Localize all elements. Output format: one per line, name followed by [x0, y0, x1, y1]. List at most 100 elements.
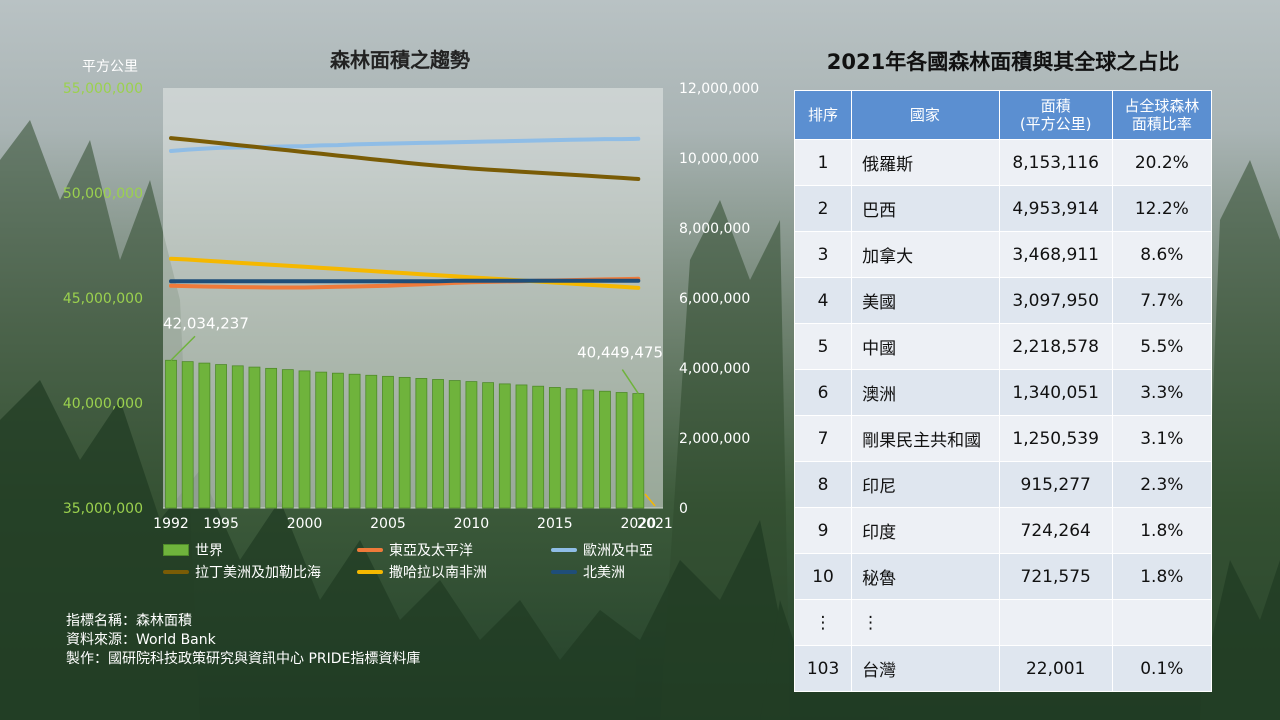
legend-label: 拉丁美洲及加勒比海 — [195, 565, 321, 581]
bar-world — [265, 367, 278, 509]
header-area-line2: (平方公里) — [1019, 115, 1092, 133]
x-axis-tick-label: 2015 — [537, 516, 573, 532]
bar-world — [599, 390, 611, 509]
cell-share: 7.7% — [1111, 277, 1213, 324]
cell-country: 巴西 — [851, 185, 1000, 232]
legend-item-world: 世界 — [163, 540, 223, 560]
cell-rank: 3 — [793, 231, 853, 278]
x-axis-tick-label: 2010 — [454, 516, 490, 532]
table-row: 10 秘魯 721,575 1.8% — [793, 553, 1213, 600]
right-axis-tick-label: 2,000,000 — [679, 431, 750, 447]
cell-country: 澳洲 — [851, 369, 1000, 416]
cell-share: 0.1% — [1111, 645, 1213, 692]
cell-rank: 1 — [793, 139, 853, 186]
bar-world — [215, 364, 227, 509]
table-row: 3 加拿大 3,468,911 8.6% — [793, 231, 1213, 278]
data-source: 資料來源：World Bank — [66, 632, 216, 648]
bar-world — [248, 366, 261, 509]
table-row: 6 澳洲 1,340,051 3.3% — [793, 369, 1213, 416]
annotation-leader — [621, 369, 639, 394]
legend-item-sub-saharan: 撒哈拉以南非洲 — [357, 562, 487, 582]
x-axis-tick-label: 2000 — [287, 516, 323, 532]
cell-area: 724,264 — [998, 507, 1113, 554]
x-axis-tick-label: 2020 — [620, 516, 656, 532]
header-area-line1: 面積 — [1040, 97, 1071, 115]
data-label: 42,034,237 — [163, 314, 249, 332]
left-axis-tick-label: 40,000,000 — [63, 396, 143, 412]
annotation-arrow — [644, 493, 656, 507]
x-axis-tick-label: 1992 — [153, 516, 189, 532]
cell-area: 2,218,578 — [998, 323, 1113, 370]
cell-rank: 10 — [793, 553, 853, 600]
cell-share: 1.8% — [1111, 553, 1213, 600]
ranking-table: 排序 國家 面積 (平方公里) 占全球森林 面積比率 1 俄羅斯 8,153,116 20… — [793, 90, 1213, 692]
chart-title: 森林面積之趨勢 — [330, 48, 470, 72]
legend-label: 撒哈拉以南非洲 — [389, 565, 487, 581]
cell-area: 3,097,950 — [998, 277, 1113, 324]
bar-world — [465, 381, 478, 509]
table-row: 4 美國 3,097,950 7.7% — [793, 277, 1213, 324]
data-label: 40,449,475 — [577, 344, 663, 362]
legend-swatch — [163, 544, 189, 556]
bar-world — [315, 371, 328, 509]
bar-world — [398, 376, 411, 509]
cell-country: 印尼 — [851, 461, 1000, 508]
producer: 製作：國研院科技政策研究與資訊中心 PRIDE指標資料庫 — [66, 651, 421, 667]
cell-share: 8.6% — [1111, 231, 1213, 278]
table-row: ⋮ ⋮ — [793, 599, 1213, 646]
cell-rank: 8 — [793, 461, 853, 508]
bar-world — [432, 379, 444, 509]
legend-item-north-america: 北美洲 — [551, 562, 625, 582]
right-axis-tick-label: 12,000,000 — [679, 81, 759, 97]
cell-share: 2.3% — [1111, 461, 1213, 508]
cell-area — [998, 599, 1113, 646]
x-axis-tick-label: 2005 — [370, 516, 406, 532]
series-line — [169, 256, 641, 290]
right-axis-tick-label: 10,000,000 — [679, 151, 759, 167]
cell-rank: 9 — [793, 507, 853, 554]
bar-world — [482, 382, 495, 509]
header-area: 面積 (平方公里) — [998, 90, 1113, 140]
left-axis-tick-label: 45,000,000 — [63, 291, 143, 307]
cell-share: 5.5% — [1111, 323, 1213, 370]
bar-world — [298, 370, 311, 509]
table-row: 1 俄羅斯 8,153,116 20.2% — [793, 139, 1213, 186]
annotation-leader — [170, 335, 196, 361]
cell-country: 加拿大 — [851, 231, 1000, 278]
left-axis-tick-label: 50,000,000 — [63, 186, 143, 202]
bar-world — [165, 359, 177, 509]
bar-world — [331, 372, 344, 509]
cell-country: 印度 — [851, 507, 1000, 554]
bar-world — [532, 385, 545, 509]
bar-world — [615, 392, 628, 509]
header-share-line2: 面積比率 — [1131, 115, 1192, 133]
bar-world — [348, 373, 361, 509]
bar-world — [515, 384, 528, 509]
legend-label: 北美洲 — [583, 565, 625, 581]
bar-world — [415, 378, 428, 509]
right-axis-tick-label: 8,000,000 — [679, 221, 750, 237]
cell-rank: 4 — [793, 277, 853, 324]
cell-area: 8,153,116 — [998, 139, 1113, 186]
bar-world — [632, 393, 645, 509]
header-share-line1: 占全球森林 — [1124, 97, 1200, 115]
cell-share: 3.1% — [1111, 415, 1213, 462]
cell-country: 秘魯 — [851, 553, 1000, 600]
cell-area: 22,001 — [998, 645, 1113, 692]
table-row: 9 印度 724,264 1.8% — [793, 507, 1213, 554]
cell-area: 1,250,539 — [998, 415, 1113, 462]
legend-swatch — [551, 548, 577, 552]
cell-rank: 7 — [793, 415, 853, 462]
table-row: 8 印尼 915,277 2.3% — [793, 461, 1213, 508]
bar-world — [548, 387, 561, 509]
series-line — [169, 136, 641, 181]
cell-country: 剛果民主共和國 — [851, 415, 1000, 462]
cell-country: 俄羅斯 — [851, 139, 1000, 186]
cell-rank: 5 — [793, 323, 853, 370]
right-axis-tick-label: 6,000,000 — [679, 291, 750, 307]
cell-area: 721,575 — [998, 553, 1113, 600]
legend-item-east-asia: 東亞及太平洋 — [357, 540, 473, 560]
header-country: 國家 — [851, 90, 1000, 140]
cell-rank: 103 — [793, 645, 853, 692]
bar-world — [231, 365, 244, 509]
